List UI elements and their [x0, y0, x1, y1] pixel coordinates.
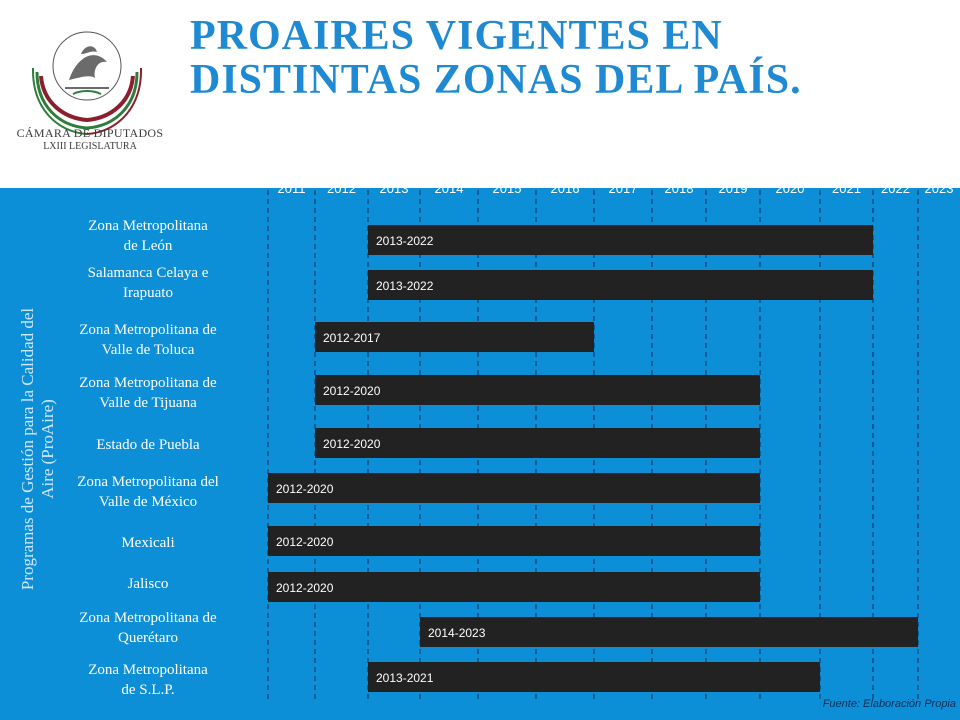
category-label: Zona Metropolitana de S.L.P. — [88, 662, 208, 698]
bar-label: 2013-2021 — [376, 671, 434, 685]
logo-caption-legislature: LXIII LEGISLATURA — [43, 141, 137, 152]
bar-label: 2012-2017 — [323, 331, 381, 345]
category-label: Jalisco — [128, 576, 169, 592]
range-bar — [315, 428, 760, 458]
category-label: Zona Metropolitana del Valle de México — [77, 474, 219, 510]
range-bar — [368, 270, 873, 300]
category-label: Zona Metropolitana de Valle de Tijuana — [79, 375, 217, 411]
category-label: Mexicali — [121, 535, 174, 551]
range-bar — [368, 225, 873, 255]
vertical-axis-label: Programas de Gestión para la Calidad del… — [18, 307, 57, 591]
range-bar — [420, 617, 918, 647]
category-label: Zona Metropolitana de Valle de Toluca — [79, 322, 217, 358]
bar-label: 2012-2020 — [323, 384, 381, 398]
bar-label: 2012-2020 — [276, 535, 334, 549]
range-bar — [368, 662, 820, 692]
header: CÁMARA DE DIPUTADOS LXIII LEGISLATURA PR… — [0, 0, 960, 188]
camara-diputados-seal-icon — [31, 31, 143, 135]
category-label: Zona Metropolitana de Querétaro — [79, 610, 217, 646]
range-bar — [268, 572, 760, 602]
bar-label: 2012-2020 — [323, 437, 381, 451]
page-title: PROAIRES VIGENTES EN DISTINTAS ZONAS DEL… — [190, 13, 802, 103]
bar-label: 2013-2022 — [376, 279, 434, 293]
bar-label: 2013-2022 — [376, 234, 434, 248]
logo-caption-institution: CÁMARA DE DIPUTADOS — [16, 126, 164, 140]
category-label: Salamanca Celaya e Irapuato — [88, 265, 209, 301]
range-bar — [315, 375, 760, 405]
category-label: Estado de Puebla — [96, 437, 200, 453]
range-bar — [315, 322, 594, 352]
bar-label: 2012-2020 — [276, 581, 334, 595]
bar-label: 2012-2020 — [276, 482, 334, 496]
bar-label: 2014-2023 — [428, 626, 486, 640]
source-note: Fuente: Elaboración Propia — [822, 698, 956, 710]
category-label: Zona Metropolitana de León — [88, 218, 208, 254]
range-bar — [268, 473, 760, 503]
range-bar — [268, 526, 760, 556]
